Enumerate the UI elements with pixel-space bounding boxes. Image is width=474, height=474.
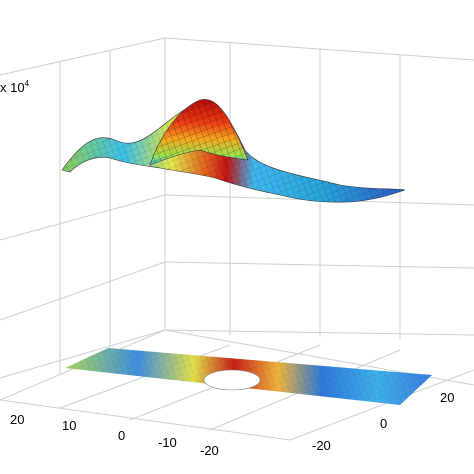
x-tick-label: 10 — [62, 418, 76, 433]
z-multiplier-exponent: 4 — [25, 79, 30, 88]
y-tick-label: 0 — [380, 416, 387, 431]
surface-mesh — [61, 99, 406, 203]
x-tick-label: -10 — [158, 435, 177, 450]
y-tick-label: 20 — [440, 390, 454, 405]
floor-projection — [65, 348, 432, 405]
x-tick-label: 20 — [10, 412, 24, 427]
x-tick-label: -20 — [200, 443, 219, 458]
y-tick-label: -20 — [312, 438, 331, 453]
z-multiplier-base: x 10 — [0, 80, 25, 95]
z-multiplier-label: x 104 — [0, 79, 30, 95]
x-tick-label: 0 — [118, 428, 125, 443]
